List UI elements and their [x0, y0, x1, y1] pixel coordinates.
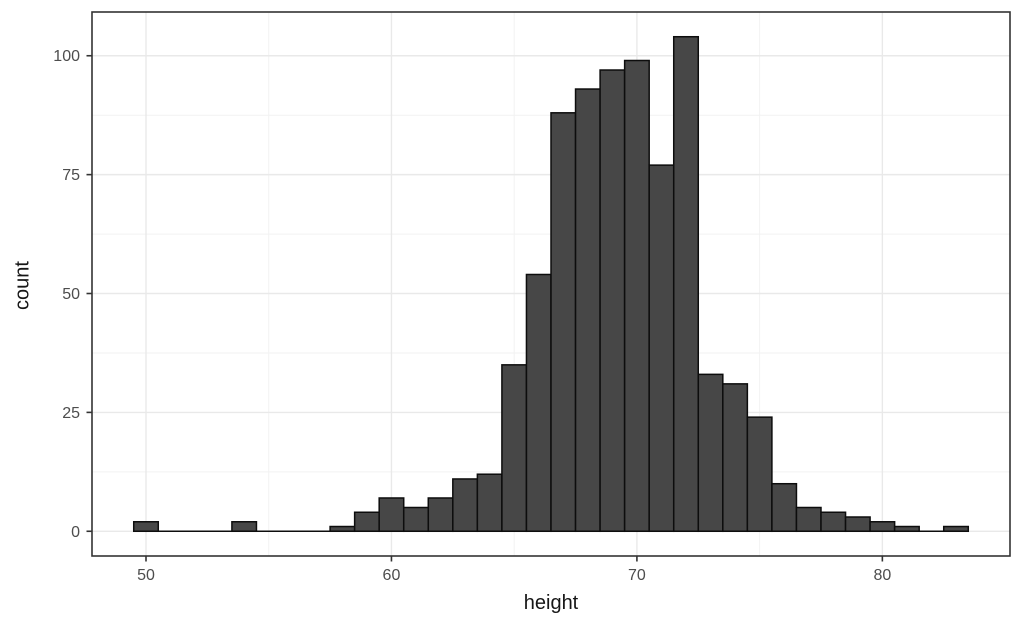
histogram-bar [672, 35, 700, 533]
histogram-bar [231, 521, 258, 533]
histogram-bar [697, 373, 724, 533]
histogram-bar [476, 473, 503, 533]
histogram-bar [722, 383, 749, 533]
histogram-bar [550, 112, 577, 533]
x-axis-tick-label: 80 [873, 567, 891, 584]
panel-border [91, 11, 1011, 557]
histogram-bar [746, 416, 773, 533]
y-axis-tick-label: 0 [71, 524, 80, 541]
histogram-bar [574, 88, 601, 533]
histogram-bar [648, 164, 675, 533]
histogram-bar [869, 521, 896, 533]
histogram-bar [501, 364, 528, 533]
histogram-bar [353, 511, 380, 533]
y-axis-tick-label: 100 [53, 48, 80, 65]
histogram-bar [525, 273, 552, 533]
y-axis-tick-label: 50 [62, 286, 80, 303]
x-axis-tick-label: 70 [628, 567, 646, 584]
histogram-bar [427, 497, 454, 533]
histogram-bar [378, 497, 405, 533]
histogram-bar [599, 69, 626, 533]
y-axis-tick-label: 75 [62, 167, 80, 184]
histogram-bar [132, 521, 160, 533]
histogram-bar [623, 59, 650, 533]
y-axis-tick-label: 25 [62, 405, 80, 422]
x-axis-tick-label: 50 [137, 567, 155, 584]
histogram-bar [795, 506, 822, 533]
x-axis-tick-label: 60 [383, 567, 401, 584]
histogram-bar [771, 482, 798, 533]
x-axis-title: height [523, 592, 579, 614]
histogram-bar [820, 511, 847, 533]
histogram-bar [452, 478, 479, 533]
histogram-bar [844, 516, 871, 533]
y-axis-title: count [11, 261, 34, 310]
histogram-bar [402, 506, 430, 533]
